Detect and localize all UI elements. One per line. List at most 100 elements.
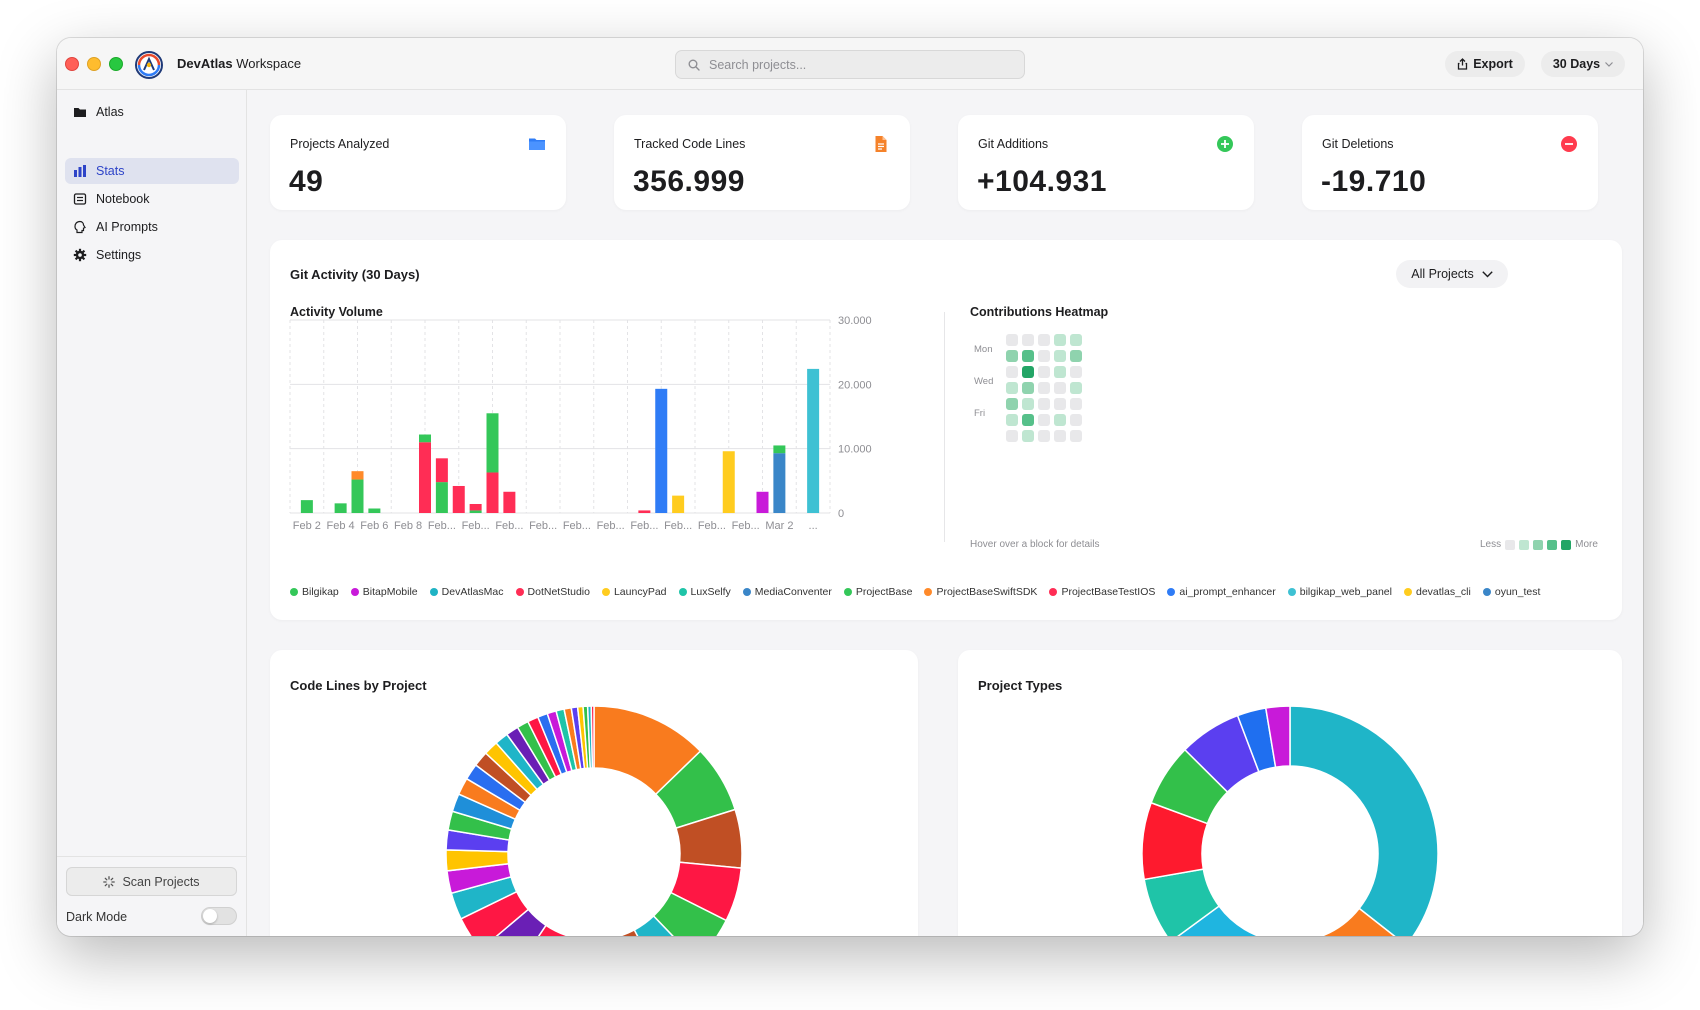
heatmap-cell[interactable] [1038,414,1050,426]
heatmap-cell[interactable] [1070,414,1082,426]
x-tick-label: Feb... [428,520,456,532]
bar-segment[interactable] [503,491,516,513]
export-button[interactable]: Export [1445,51,1525,77]
bar-segment[interactable] [486,413,499,473]
heatmap-cell[interactable] [1070,334,1082,346]
bar-chart-icon [74,165,86,177]
legend-label: MediaConventer [754,586,832,598]
minimize-window-button[interactable] [87,57,101,71]
bar-segment[interactable] [773,445,786,454]
bar-segment[interactable] [773,453,786,513]
bar-segment[interactable] [655,388,668,513]
heatmap-cell[interactable] [1054,414,1066,426]
scale-more-label: More [1575,539,1598,550]
heatmap-cell[interactable] [1022,382,1034,394]
heatmap-cell[interactable] [1070,366,1082,378]
heatmap-cell[interactable] [1054,430,1066,442]
heatmap-cell[interactable] [1006,366,1018,378]
heatmap-cell[interactable] [1022,430,1034,442]
donut-slice[interactable] [1264,705,1291,769]
bar-segment[interactable] [672,495,685,513]
legend-swatch [1403,588,1412,596]
donut-slice[interactable] [1171,905,1277,936]
sidebar-item-atlas[interactable]: Atlas [65,99,239,125]
heatmap-cell[interactable] [1054,350,1066,362]
heatmap-cell[interactable] [1070,430,1082,442]
heatmap-cell[interactable] [1006,350,1018,362]
sidebar-item-ai-prompts[interactable]: AI Prompts [65,214,239,240]
heatmap-cell[interactable] [1006,414,1018,426]
scan-projects-label: Scan Projects [122,874,200,889]
bar-segment[interactable] [638,510,651,513]
bar-segment[interactable] [300,500,313,513]
donut-slice[interactable] [511,924,569,936]
project-filter-label: All Projects [1411,267,1474,281]
search-input[interactable] [709,57,1009,72]
heatmap-cell[interactable] [1038,382,1050,394]
legend-item: LuxSelfy [678,586,731,598]
heatmap-cell[interactable] [1038,334,1050,346]
donut-slice[interactable] [590,705,595,769]
zoom-window-button[interactable] [109,57,123,71]
donut-slice[interactable] [612,928,663,936]
heatmap-cell[interactable] [1038,350,1050,362]
sidebar-item-notebook[interactable]: Notebook [65,186,239,212]
donut-slice[interactable] [633,914,696,936]
scan-projects-button[interactable]: Scan Projects [66,867,237,896]
bar-segment[interactable] [722,451,735,513]
heatmap-cell[interactable] [1006,382,1018,394]
sidebar-item-stats[interactable]: Stats [65,158,239,184]
sidebar-item-settings[interactable]: Settings [65,242,239,268]
dark-mode-toggle[interactable] [201,907,237,925]
donut-slice[interactable] [652,891,728,936]
legend-swatch [601,588,610,596]
bar-segment[interactable] [807,368,820,513]
donut-slice[interactable] [1317,907,1406,936]
heatmap-cell[interactable] [1054,366,1066,378]
heatmap-cell[interactable] [1054,334,1066,346]
heatmap-cell[interactable] [1038,366,1050,378]
heatmap-cell[interactable] [1054,398,1066,410]
heatmap-cell[interactable] [1070,398,1082,410]
x-tick-label: Feb... [597,520,625,532]
bar-segment[interactable] [756,491,769,513]
heatmap-cell[interactable] [1022,414,1034,426]
bar-segment[interactable] [419,442,431,513]
y-tick-label: 20.000 [838,379,872,391]
legend-item: ProjectBase [843,586,912,598]
heatmap-cell[interactable] [1006,430,1018,442]
heatmap-cell[interactable] [1070,382,1082,394]
legend-swatch [1167,588,1176,596]
heatmap-cell[interactable] [1054,382,1066,394]
bar-segment[interactable] [351,471,364,480]
bar-segment[interactable] [351,479,364,513]
heatmap-cell[interactable] [1006,334,1018,346]
heatmap-cell[interactable] [1038,398,1050,410]
date-range-label: 30 Days [1552,57,1601,71]
bar-segment[interactable] [486,472,499,513]
bar-segment[interactable] [435,482,448,513]
donut-slice[interactable] [1289,705,1439,936]
heatmap-cell[interactable] [1022,366,1034,378]
heatmap-cell[interactable] [1070,350,1082,362]
search-icon [688,59,700,71]
bar-segment[interactable] [435,458,448,483]
project-filter-dropdown[interactable]: All Projects [1396,260,1508,288]
legend-item: MediaConventer [742,586,832,598]
heatmap-cell[interactable] [1022,398,1034,410]
heatmap-cell[interactable] [1038,430,1050,442]
date-range-dropdown[interactable]: 30 Days [1541,51,1625,77]
stat-card-code-lines: Tracked Code Lines 356.999 [614,115,910,210]
search-bar[interactable] [675,50,1025,79]
bar-segment[interactable] [368,508,381,513]
bar-segment[interactable] [469,510,482,513]
heatmap-cell[interactable] [1022,334,1034,346]
legend-swatch [1049,588,1058,596]
bar-segment[interactable] [419,434,431,443]
heatmap-cell[interactable] [1022,350,1034,362]
bar-segment[interactable] [469,503,482,511]
close-window-button[interactable] [65,57,79,71]
bar-segment[interactable] [452,485,465,513]
bar-segment[interactable] [334,503,347,513]
heatmap-cell[interactable] [1006,398,1018,410]
